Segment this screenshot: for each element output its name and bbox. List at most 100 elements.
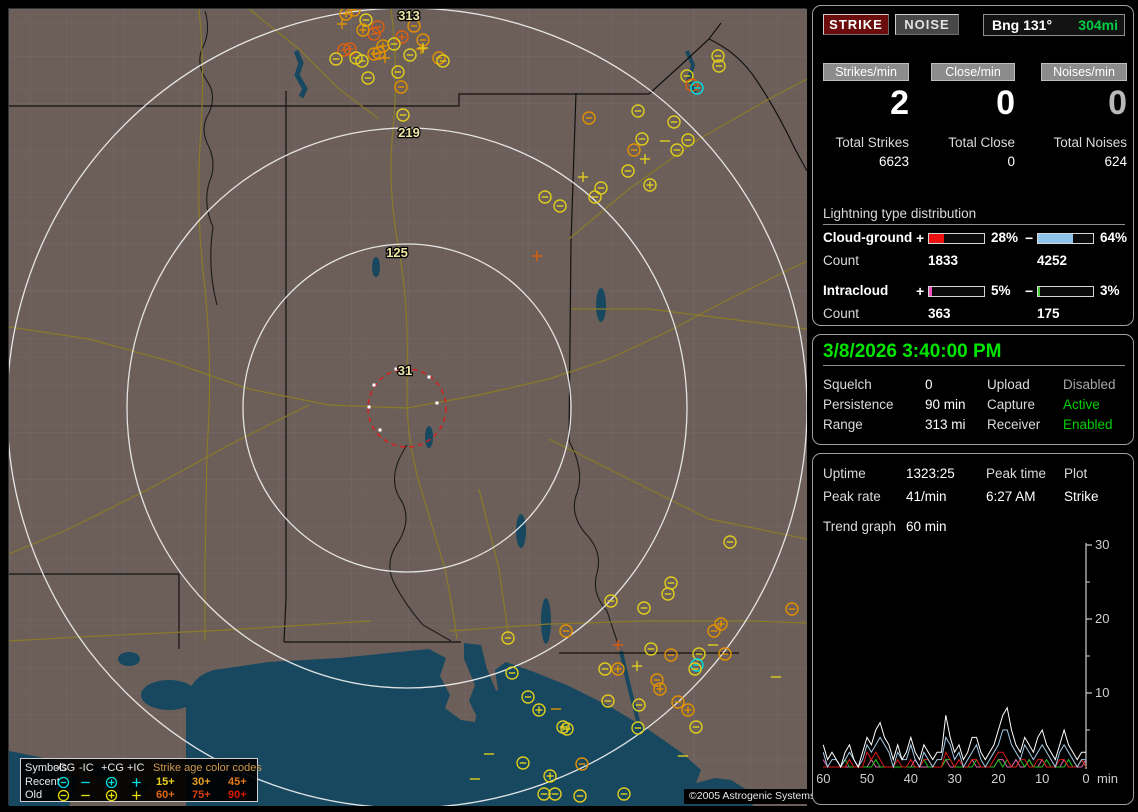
capture-label: Capture: [987, 397, 1036, 412]
cg-neg-bar: [1037, 233, 1094, 244]
cloud-ground-label: Cloud-ground: [823, 230, 913, 245]
total-strikes-value: 6623: [878, 154, 909, 169]
trend-graph-label: Trend graph: [823, 519, 897, 534]
close-per-min-label: Close/min: [931, 63, 1015, 81]
ic-pos-pct: 5%: [991, 283, 1011, 298]
circle-plus-icon: [105, 776, 118, 789]
legend-age-30: 30+: [192, 776, 211, 788]
ring-label-125: 125: [386, 245, 408, 260]
strikes-per-min-value: 2: [890, 84, 909, 122]
legend-header-ic-pos: +IC: [127, 762, 145, 774]
close-column: Close/min 0 Total Close 0: [931, 6, 1015, 325]
count-label: Count: [823, 306, 860, 321]
capture-status: Active: [1063, 397, 1100, 412]
squelch-value: 0: [925, 377, 933, 392]
legend-age-title: Strike age color codes: [153, 762, 262, 774]
circle-plus-icon: [105, 789, 118, 802]
strikes-column: Strikes/min 2 Total Strikes 6623: [823, 6, 909, 325]
trend-graph: 10 20 30 60 50 40 30 20 10 0 min: [817, 538, 1118, 786]
noises-per-min-label: Noises/min: [1041, 63, 1127, 81]
road-layer: [9, 9, 807, 642]
legend-header-ic-neg: -IC: [79, 762, 94, 774]
strike-mode-button[interactable]: STRIKE: [823, 14, 889, 35]
minus-sign: −: [1025, 283, 1034, 299]
legend-age-75: 75+: [192, 789, 211, 801]
strike-symbols-layer: [329, 9, 799, 803]
state-border-layer: [9, 22, 807, 654]
range-label: Range: [823, 417, 863, 432]
legend-header-cg-neg: -CG: [55, 762, 76, 774]
svg-text:0: 0: [1082, 771, 1089, 786]
legend-age-90: 90+: [228, 789, 247, 801]
trend-window-value: 60 min: [906, 519, 947, 534]
bearing-label: Bng 131°: [992, 17, 1053, 33]
svg-text:20: 20: [991, 771, 1005, 786]
svg-text:min: min: [1097, 771, 1118, 786]
svg-text:30: 30: [1095, 538, 1109, 552]
legend-row-recent-label: Recent: [25, 776, 60, 788]
upload-label: Upload: [987, 377, 1030, 392]
ring-label-219: 219: [398, 125, 420, 140]
map-svg: 313 219 125 31: [9, 9, 807, 806]
plus-icon: [132, 778, 141, 787]
legend-row-old-label: Old: [25, 789, 43, 801]
noise-mode-button[interactable]: NOISE: [895, 14, 959, 35]
uptime-label: Uptime: [823, 466, 866, 481]
ic-neg-pct: 3%: [1100, 283, 1120, 298]
legend-age-60: 60+: [156, 789, 175, 801]
counters-panel: STRIKE NOISE Bng 131° 304mi Strikes/min …: [812, 5, 1134, 326]
plot-label: Plot: [1064, 466, 1088, 481]
cg-pos-pct: 28%: [991, 230, 1019, 245]
uptime-value: 1323:25: [906, 466, 955, 481]
ic-pos-bar: [928, 286, 985, 297]
legend-header-symbols: Symbols: [25, 762, 68, 774]
total-close-label: Total Close: [948, 135, 1015, 150]
minus-icon: [81, 794, 90, 797]
plus-sign: +: [916, 230, 925, 246]
ic-neg-count: 175: [1037, 306, 1060, 321]
receiver-status: Enabled: [1063, 417, 1113, 432]
cg-pos-count: 1833: [928, 253, 959, 268]
svg-text:60: 60: [817, 771, 830, 786]
count-label: Count: [823, 253, 860, 268]
receiver-label: Receiver: [987, 417, 1041, 432]
intracloud-label: Intracloud: [823, 283, 889, 298]
status-panel: 3/8/2026 3:40:00 PM Squelch 0 Persistenc…: [812, 334, 1134, 445]
cg-neg-pct: 64%: [1100, 230, 1128, 245]
noises-per-min-value: 0: [1108, 84, 1127, 122]
noises-column: Noises/min 0 Total Noises 624: [1041, 6, 1127, 325]
total-strikes-label: Total Strikes: [835, 135, 909, 150]
cg-pos-bar: [928, 233, 985, 244]
svg-text:10: 10: [1095, 685, 1109, 700]
strike-map[interactable]: 313 219 125 31: [8, 8, 807, 806]
squelch-label: Squelch: [823, 377, 872, 392]
copyright-notice: ©2005 Astrogenic Systems: [684, 789, 821, 804]
svg-text:10: 10: [1035, 771, 1049, 786]
range-rings: [9, 9, 807, 806]
ic-neg-bar: [1037, 286, 1094, 297]
persistence-label: Persistence: [823, 397, 894, 412]
circle-minus-icon: [57, 776, 70, 789]
svg-text:20: 20: [1095, 611, 1109, 626]
plot-value: Strike: [1064, 489, 1099, 504]
legend-age-45: 45+: [228, 776, 247, 788]
persistence-value: 90 min: [925, 397, 966, 412]
total-noises-label: Total Noises: [1053, 135, 1127, 150]
legend-header-cg-pos: +CG: [101, 762, 124, 774]
peak-rate-value: 41/min: [906, 489, 947, 504]
close-range-ring: [367, 368, 447, 448]
ring-label-313: 313: [398, 9, 420, 23]
minus-icon: [81, 781, 90, 784]
ic-pos-count: 363: [928, 306, 951, 321]
peak-rate-label: Peak rate: [823, 489, 881, 504]
bearing-display: Bng 131° 304mi: [983, 14, 1125, 36]
legend-age-15: 15+: [156, 776, 175, 788]
minus-sign: −: [1025, 230, 1034, 246]
range-value: 313 mi: [925, 417, 966, 432]
peak-time-value: 6:27 AM: [986, 489, 1036, 504]
close-per-min-value: 0: [996, 84, 1015, 122]
plus-sign: +: [916, 283, 925, 299]
strikes-per-min-label: Strikes/min: [823, 63, 909, 81]
symbol-legend: Symbols -CG -IC +CG +IC Strike age color…: [20, 758, 262, 802]
